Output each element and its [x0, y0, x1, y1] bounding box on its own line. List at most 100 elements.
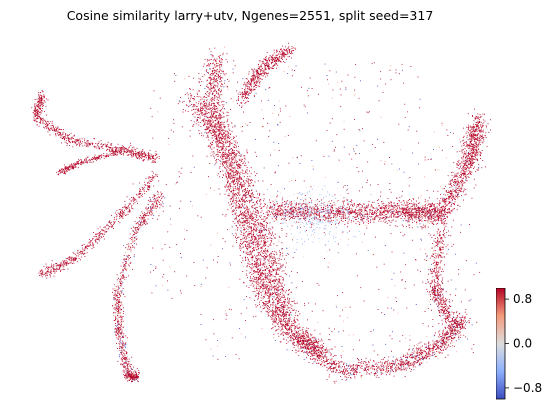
scatter-point — [254, 295, 256, 297]
scatter-point — [249, 254, 250, 256]
scatter-point — [220, 78, 221, 80]
scatter-point — [203, 122, 205, 124]
scatter-point — [116, 342, 117, 344]
scatter-point — [256, 246, 258, 248]
scatter-point — [228, 176, 230, 178]
scatter-point — [317, 350, 319, 352]
scatter-point — [246, 216, 248, 218]
scatter-point — [293, 339, 294, 341]
scatter-point — [290, 335, 291, 336]
scatter-point — [104, 226, 106, 228]
scatter-point — [220, 118, 221, 119]
scatter-point — [119, 342, 121, 344]
scatter-point — [116, 274, 118, 276]
scatter-point — [300, 333, 302, 335]
scatter-point — [259, 264, 261, 265]
scatter-point — [190, 88, 191, 90]
scatter-point — [126, 151, 128, 153]
scatter-point — [58, 265, 60, 266]
scatter-point — [214, 89, 216, 91]
scatter-point — [80, 259, 81, 261]
scatter-point — [217, 107, 219, 109]
scatter-point — [96, 233, 98, 235]
scatter-point — [38, 110, 39, 112]
scatter-point — [268, 308, 270, 310]
scatter-point — [125, 277, 127, 278]
scatter-point — [126, 353, 128, 355]
scatter-point — [115, 328, 117, 330]
scatter-point — [243, 233, 245, 235]
scatter-point — [220, 146, 222, 147]
scatter-point — [116, 308, 118, 310]
scatter-point — [260, 248, 262, 249]
scatter-point — [267, 255, 269, 257]
scatter-point — [124, 357, 126, 359]
scatter-point — [247, 244, 249, 245]
scatter-point — [224, 136, 226, 137]
scatter-point — [250, 182, 252, 184]
scatter-point — [235, 206, 237, 208]
scatter-point — [239, 243, 241, 244]
scatter-point — [34, 111, 36, 112]
scatter-point — [240, 184, 241, 186]
scatter-point — [51, 266, 53, 268]
scatter-point — [39, 274, 40, 276]
scatter-point — [106, 150, 107, 151]
scatter-point — [200, 109, 201, 111]
scatter-point — [193, 104, 195, 105]
scatter-point — [241, 161, 243, 163]
scatter-point — [313, 337, 315, 339]
scatter-point — [156, 154, 158, 156]
scatter-point — [305, 340, 307, 342]
scatter-point — [250, 246, 252, 247]
scatter-point — [48, 267, 50, 269]
scatter-point — [278, 328, 280, 330]
scatter-point — [297, 340, 299, 342]
scatter-point — [57, 268, 59, 270]
scatter-point — [154, 159, 156, 160]
scatter-point — [43, 119, 45, 121]
scatter-point — [266, 255, 268, 257]
scatter-point — [45, 268, 47, 270]
scatter-point — [284, 314, 286, 316]
scatter-point — [208, 86, 209, 88]
scatter-point — [39, 92, 41, 93]
scatter-point — [125, 376, 127, 378]
scatter-point — [218, 137, 220, 139]
scatter-point — [281, 325, 283, 327]
scatter-point — [264, 288, 266, 289]
scatter-point — [68, 134, 70, 136]
scatter-point — [130, 145, 132, 146]
scatter-point — [78, 139, 80, 141]
scatter-point — [160, 199, 161, 201]
scatter-point — [152, 157, 154, 159]
scatter-point — [38, 96, 40, 98]
scatter-point — [185, 110, 186, 112]
scatter-point — [229, 153, 231, 154]
scatter-point — [265, 285, 267, 287]
scatter-point — [245, 245, 246, 247]
scatter-point — [125, 342, 127, 344]
scatter-point — [214, 123, 216, 125]
scatter-point — [220, 152, 221, 153]
scatter-point — [209, 112, 211, 114]
scatter-point — [294, 328, 296, 329]
scatter-point — [114, 297, 116, 299]
scatter-point — [281, 304, 283, 305]
scatter-point — [50, 127, 51, 129]
scatter-point — [36, 121, 38, 123]
scatter-point — [95, 236, 97, 238]
scatter-point — [227, 171, 229, 173]
scatter-point — [65, 133, 67, 134]
scatter-point — [74, 142, 76, 144]
scatter-point — [47, 121, 49, 123]
scatter-point — [121, 348, 123, 350]
scatter-point — [55, 134, 57, 136]
scatter-point — [261, 285, 263, 287]
scatter-point — [298, 327, 300, 328]
scatter-point — [149, 212, 151, 214]
scatter-point — [133, 203, 134, 205]
scatter-point — [131, 155, 132, 156]
scatter-point — [216, 65, 218, 67]
scatter-point — [222, 163, 223, 164]
